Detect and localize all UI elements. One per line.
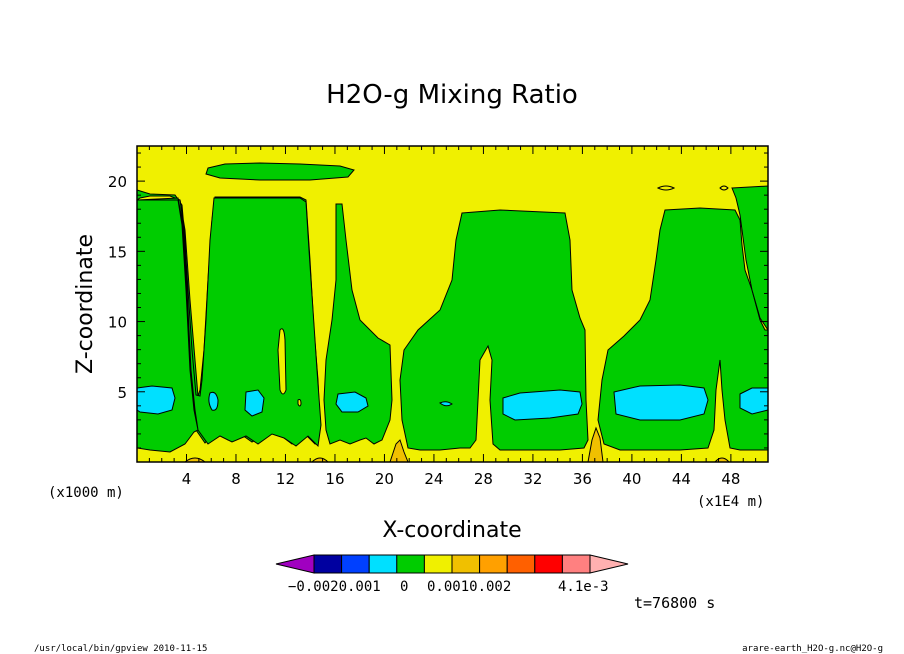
yellow-hole-1 — [277, 328, 287, 395]
colorbar-segment — [561, 554, 591, 574]
cyan-region-2 — [208, 391, 219, 411]
x-tick-label: 28 — [474, 470, 493, 488]
time-label: t=76800 s — [634, 594, 715, 612]
green-region-mid-left — [323, 203, 393, 445]
colorbar-segment — [451, 554, 481, 574]
y-tick-label: 10 — [108, 314, 127, 332]
cyan-region-5 — [502, 389, 583, 421]
x-tick-label: 20 — [375, 470, 394, 488]
x-tick-label: 16 — [325, 470, 344, 488]
x-tick-label: 44 — [672, 470, 691, 488]
colorbar-arrow-left — [275, 554, 315, 574]
x-tick-label: 8 — [231, 470, 241, 488]
green-regions — [136, 162, 769, 453]
x-tick-label: 48 — [721, 470, 740, 488]
colorbar-label-3: 0.0010.002 — [427, 579, 511, 595]
x-tick-label: 12 — [276, 470, 295, 488]
green-region-top-band — [205, 162, 355, 181]
colorbar — [275, 554, 629, 574]
x-tick-label: 36 — [573, 470, 592, 488]
footer-right: arare-earth_H2O-g.nc@H2O-g — [742, 644, 883, 654]
yellow-hole-4 — [719, 185, 729, 191]
colorbar-segment — [506, 554, 536, 574]
orange-regions — [183, 426, 731, 463]
y-axis-title: Z-coordinate — [73, 234, 98, 374]
colorbar-segment — [479, 554, 508, 574]
x-tick-label: 32 — [523, 470, 542, 488]
green-region-middle — [399, 209, 589, 451]
x-axis: 4 8 12 16 20 24 28 32 36 40 44 48 — [148, 146, 757, 488]
y-tick-label: 15 — [108, 243, 127, 261]
chart-title: H2O-g Mixing Ratio — [326, 80, 578, 110]
cyan-region-1 — [136, 385, 176, 415]
cyan-region-4 — [335, 391, 369, 413]
colorbar-segment — [396, 554, 425, 574]
yellow-holes — [277, 185, 729, 407]
y-axis: 5 10 15 20 — [108, 152, 768, 449]
colorbar-label-1: −0.0020.001 — [288, 579, 381, 595]
plot-frame — [136, 145, 769, 463]
colorbar-label-2: 0 — [400, 579, 408, 595]
cyan-region-8 — [439, 401, 453, 407]
y-tick-label: 5 — [117, 384, 127, 402]
cyan-region-6 — [613, 384, 709, 421]
yellow-hole-2 — [297, 399, 302, 407]
colorbar-label-4: 4.1e-3 — [558, 579, 609, 595]
x-axis-title: X-coordinate — [382, 518, 521, 543]
colorbar-segment — [534, 554, 563, 574]
x-unit-left: (x1000 m) — [48, 485, 124, 501]
yellow-hole-3 — [656, 185, 676, 191]
x-tick-label: 4 — [182, 470, 192, 488]
cyan-region-3 — [244, 389, 265, 417]
green-region-main-left — [136, 197, 322, 453]
colorbar-segment — [341, 554, 370, 574]
colorbar-segment — [313, 554, 343, 574]
x-unit-right: (x1E4 m) — [697, 494, 764, 510]
x-tick-label: 40 — [622, 470, 641, 488]
colorbar-segment — [368, 554, 398, 574]
x-tick-label: 24 — [424, 470, 443, 488]
y-tick-label: 20 — [108, 173, 127, 191]
footer-left: /usr/local/bin/gpview 2010-11-15 — [34, 644, 207, 654]
colorbar-segment — [423, 554, 453, 574]
colorbar-arrow-right — [589, 554, 629, 574]
